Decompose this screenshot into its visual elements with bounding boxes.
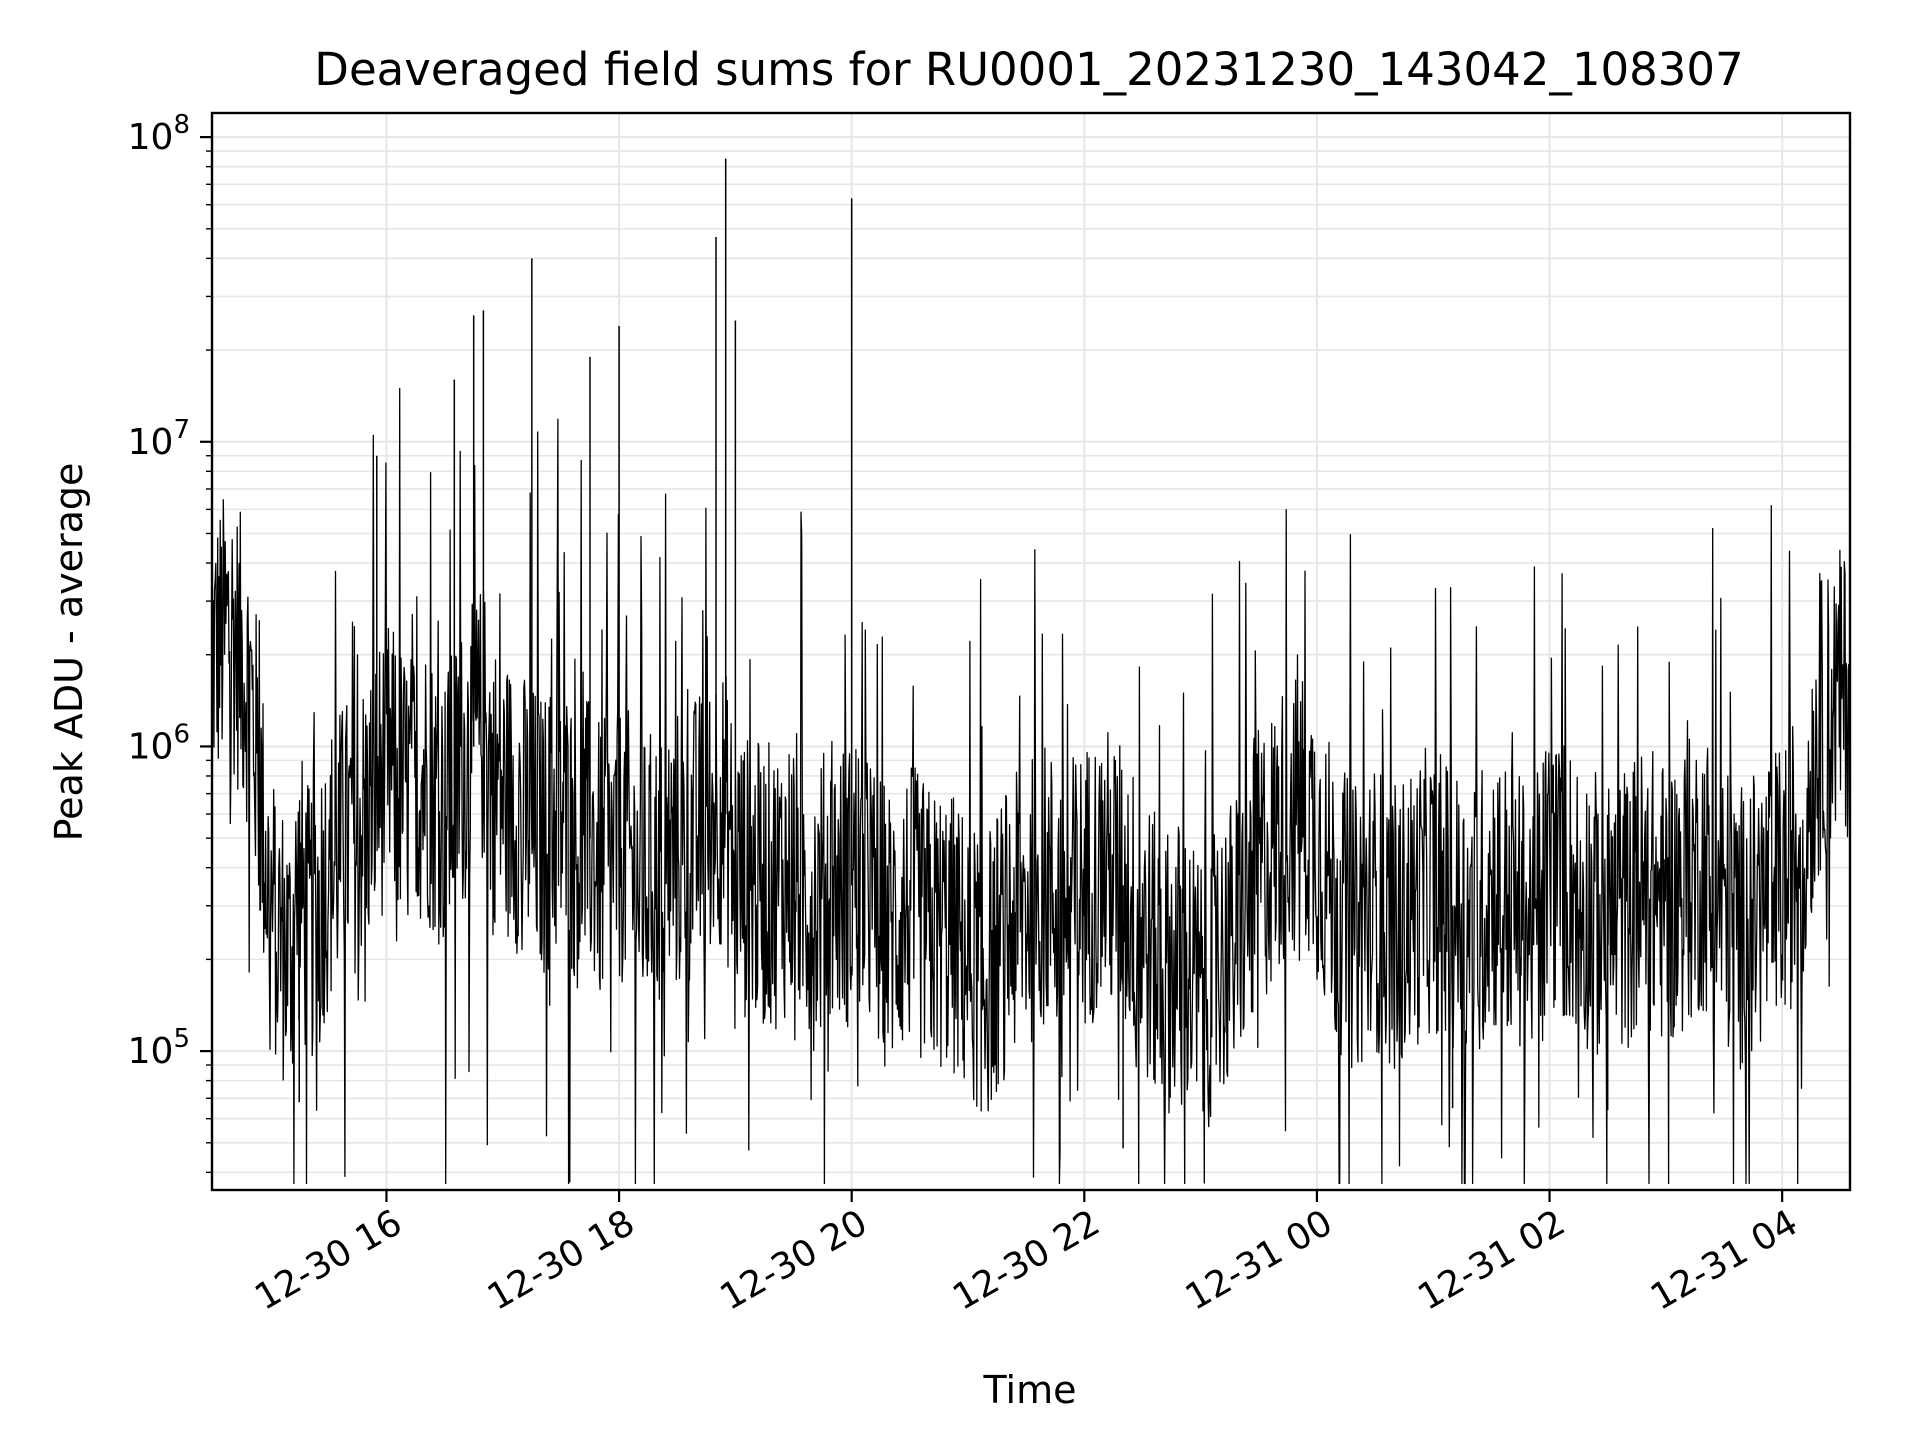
y-tick-label: 106	[128, 719, 190, 767]
y-tick-label: 105	[128, 1024, 190, 1072]
series-line	[211, 387, 1851, 1185]
x-axis-label: Time	[983, 1368, 1077, 1412]
y-axis-label: Peak ADU - average	[47, 463, 91, 842]
y-tick-label: 107	[128, 415, 190, 463]
gridlines	[212, 113, 1850, 1190]
data-series	[211, 158, 1851, 1185]
y-axis: 105 106 107 108	[128, 110, 212, 1174]
chart-title: Deaveraged field sums for RU0001_2023123…	[314, 43, 1743, 96]
plot-frame	[210, 111, 1852, 1192]
y-tick-label: 108	[128, 110, 190, 158]
